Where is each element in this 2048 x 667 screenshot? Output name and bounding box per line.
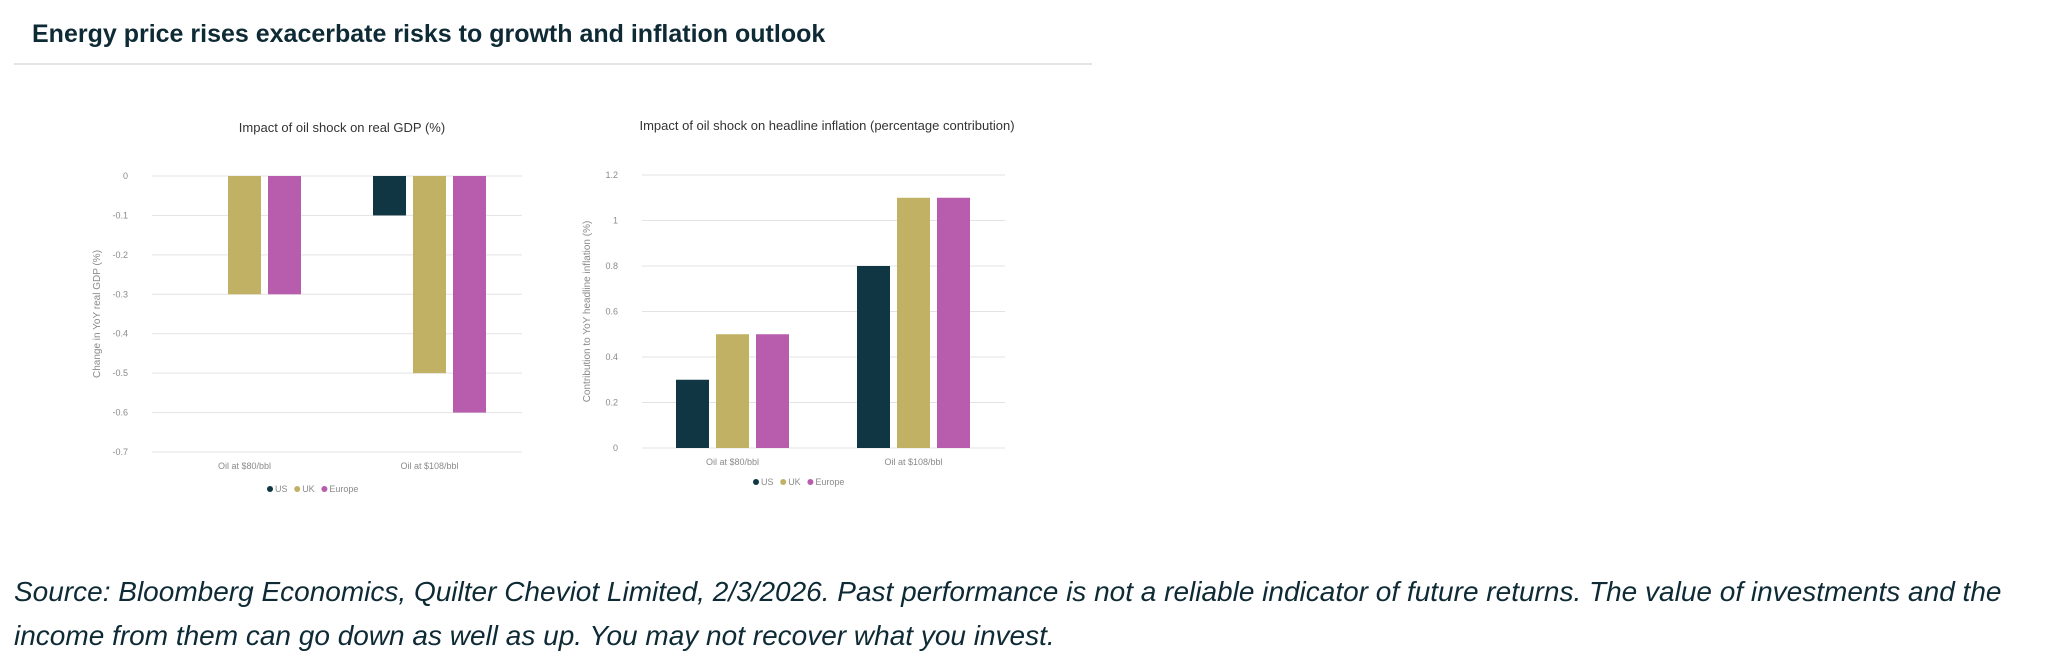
y-axis-label: Contribution to YoY headline inflation (… — [582, 221, 593, 403]
x-tick-label: Oil at $80/bbl — [706, 457, 759, 467]
y-tick-label: 0.2 — [605, 398, 618, 408]
bar-us-oil-at-108-bbl — [857, 266, 890, 448]
chart-title: Impact of oil shock on headline inflatio… — [639, 118, 1014, 133]
y-tick-label: -0.3 — [112, 289, 128, 299]
y-tick-label: 0.4 — [605, 352, 618, 362]
legend-label-us: US — [275, 484, 288, 494]
inflation-impact-chart: Impact of oil shock on headline inflatio… — [582, 118, 1015, 487]
chart-title: Impact of oil shock on real GDP (%) — [239, 120, 445, 135]
legend-label-us: US — [761, 477, 774, 487]
legend-marker-us — [267, 486, 273, 492]
x-tick-label: Oil at $108/bbl — [884, 457, 942, 467]
y-tick-label: -0.7 — [112, 447, 128, 457]
gdp-impact-chart: Impact of oil shock on real GDP (%) 0 -0.1… — [92, 120, 522, 494]
bar-uk-oil-at-108-bbl — [413, 176, 446, 374]
y-tick-label: -0.2 — [112, 250, 128, 260]
bar-uk-oil-at-80-bbl — [716, 334, 749, 448]
y-tick-label: -0.5 — [112, 368, 128, 378]
y-axis-label: Change in YoY real GDP (%) — [92, 250, 103, 378]
bar-us-oil-at-80-bbl — [676, 379, 709, 448]
bar-europe-oil-at-80-bbl — [756, 334, 789, 448]
legend-marker-europe — [807, 479, 814, 485]
legend-label-uk: UK — [788, 477, 801, 487]
legend-label-europe: Europe — [815, 477, 844, 487]
legend-label-europe: Europe — [329, 484, 358, 494]
y-tick-label: 0.8 — [605, 261, 618, 271]
y-tick-label: 1 — [613, 216, 618, 226]
legend-marker-uk — [294, 486, 301, 492]
y-tick-label: 0.6 — [605, 307, 618, 317]
legend-marker-us — [753, 479, 759, 485]
bar-us-oil-at-108-bbl — [373, 176, 406, 216]
bar-europe-oil-at-80-bbl — [268, 176, 301, 295]
legend-marker-europe — [321, 486, 328, 492]
x-tick-label: Oil at $80/bbl — [218, 461, 271, 471]
source-note: Source: Bloomberg Economics, Quilter Che… — [14, 576, 2002, 651]
page-title: Energy price rises exacerbate risks to g… — [32, 20, 826, 48]
y-tick-label: -0.4 — [112, 329, 128, 339]
bar-uk-oil-at-108-bbl — [897, 197, 930, 448]
bar-europe-oil-at-108-bbl — [453, 176, 486, 413]
y-tick-label: 0 — [123, 171, 128, 181]
bar-europe-oil-at-108-bbl — [937, 197, 970, 448]
y-tick-label: 0 — [613, 443, 618, 453]
x-tick-label: Oil at $108/bbl — [400, 461, 458, 471]
y-tick-label: -0.1 — [112, 210, 128, 220]
y-tick-label: 1.2 — [605, 170, 618, 180]
y-tick-label: -0.6 — [112, 408, 128, 418]
title-divider — [14, 63, 1092, 65]
bar-uk-oil-at-80-bbl — [228, 176, 261, 295]
legend-marker-uk — [780, 479, 787, 485]
legend-label-uk: UK — [302, 484, 315, 494]
